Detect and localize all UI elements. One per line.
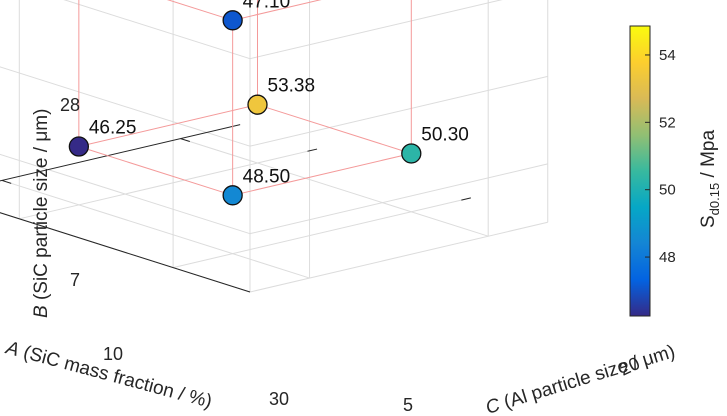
data-label-48.50: 48.50 [243,166,291,187]
colorbar-tick-label-50: 50 [659,182,676,199]
grid-line [180,138,489,237]
grid-line [63,0,251,60]
grid-lines [0,0,549,293]
box-edge [249,221,548,293]
grid-line [1,179,310,279]
colorbar-gradient [629,25,651,317]
x-axis-line [0,124,241,182]
data-label-47.10: 47.10 [243,0,291,12]
grid-line [0,153,251,235]
data-points [68,10,422,206]
data-point-46.25 [68,136,89,157]
x-tick-label-5: 5 [403,395,413,415]
cube-edge [166,0,233,21]
y-tick-label-10: 10 [103,344,123,364]
colorbar-tick-label-48: 48 [659,249,676,266]
colorbar-tick-label-54: 54 [659,47,676,64]
y-tick [307,148,318,152]
colorbar-tick-label-52: 52 [659,114,676,131]
x-tick [180,138,190,143]
z-tick-label-28: 28 [60,95,80,115]
grid-line [249,75,548,147]
y-tick-label-30: 30 [269,389,289,409]
colorbar-label: Sd0.15 / Mpa [698,130,722,228]
data-label-53.38: 53.38 [268,76,316,97]
cube-edge [232,0,322,21]
grid-line [249,163,548,235]
grid-line [249,0,503,60]
x-tick [1,179,12,184]
data-point-50.30 [401,143,422,164]
cube-edges [78,0,412,196]
tick-labels: 7 28 10 30 5 20 [60,95,643,415]
cube-edge [78,146,233,196]
cube-edge [78,104,258,148]
cube-edge [257,104,412,154]
colorbar-ticks: 48 50 52 54 [645,47,676,266]
grid-line [172,197,471,269]
axes [0,124,471,293]
data-label-50.30: 50.30 [421,124,469,145]
x-axis-label: C (Al particle size / μm) [483,341,677,416]
cube-edge [232,152,412,196]
data-label-46.25: 46.25 [89,118,137,139]
data-point-47.10 [222,10,243,31]
data-point-53.38 [247,94,268,115]
data-point-48.50 [222,185,243,206]
y-axis-line [0,212,251,293]
y-tick [461,197,471,201]
grid-line [0,66,251,147]
z-tick-label-7: 7 [70,270,80,290]
colorbar: 48 50 52 54 Sd0.15 / Mpa [629,25,722,317]
z-axis-label: B (SiC particle size / μm) [31,109,52,318]
grid-line [19,148,318,220]
